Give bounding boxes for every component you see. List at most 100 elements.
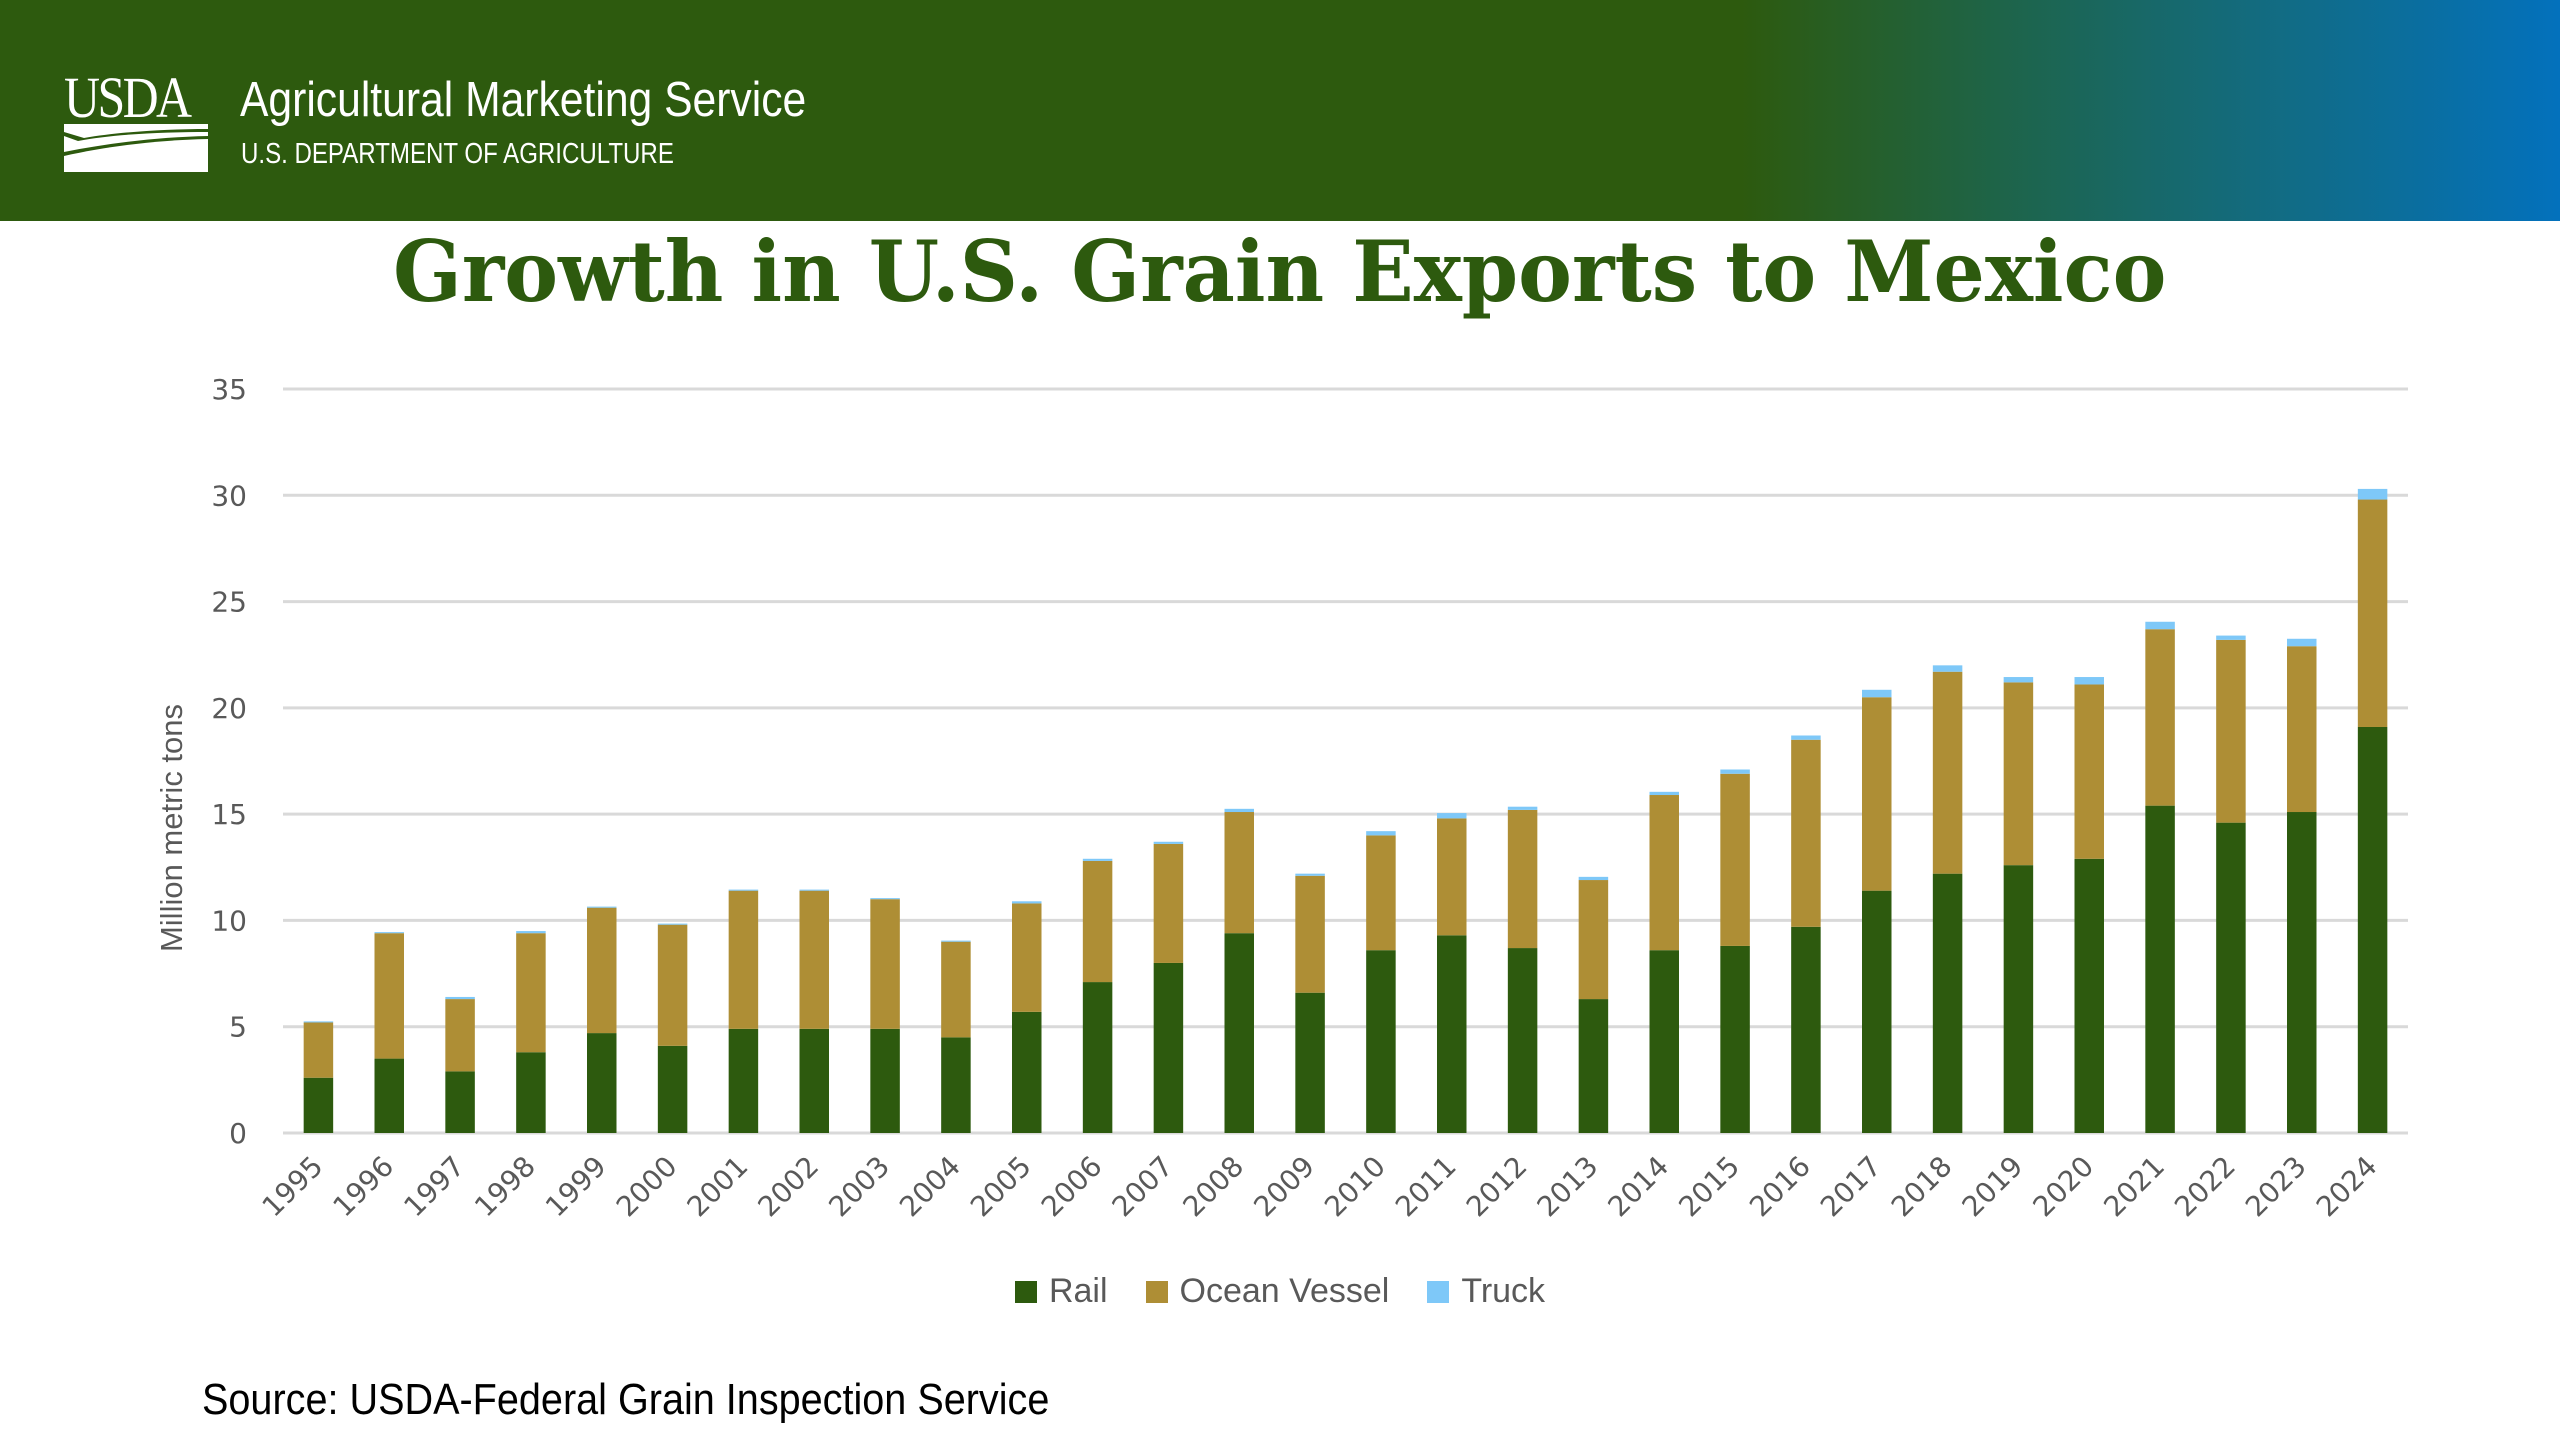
bars (303, 488, 2388, 1133)
bar-ocean-vessel-2019 (2003, 682, 2034, 866)
bar-ocean-vessel-1998 (516, 933, 546, 1053)
y-tick-label: 5 (229, 1011, 247, 1044)
bar-ocean-vessel-2010 (1366, 835, 1396, 951)
bar-rail-2020 (2074, 858, 2104, 1133)
gridlines (283, 387, 2408, 1135)
y-tick-label: 30 (211, 479, 247, 512)
bar-ocean-vessel-2004 (941, 941, 971, 1038)
legend-item-ocean-vessel: Ocean Vessel (1145, 1272, 1390, 1311)
bar-truck-2023 (2287, 638, 2317, 647)
bar-ocean-vessel-2018 (1932, 671, 1963, 874)
x-tick-label: 1998 (468, 1150, 542, 1224)
bar-ocean-vessel-2003 (870, 899, 900, 1029)
bar-rail-2005 (1012, 1011, 1042, 1133)
x-tick-label: 2007 (1106, 1150, 1180, 1224)
bar-truck-2004 (941, 940, 971, 942)
bar-ocean-vessel-2016 (1791, 739, 1821, 927)
bar-ocean-vessel-2009 (1295, 875, 1325, 993)
bar-ocean-vessel-1999 (587, 907, 617, 1034)
legend-item-rail: Rail (1014, 1272, 1108, 1311)
x-tick-label: 2015 (1672, 1150, 1746, 1224)
bar-rail-2024 (2357, 726, 2388, 1133)
bar-truck-2022 (2216, 635, 2246, 640)
x-tick-label: 2002 (751, 1150, 825, 1224)
bar-rail-2002 (799, 1028, 829, 1133)
bar-rail-2023 (2287, 812, 2317, 1133)
bar-rail-1995 (303, 1077, 334, 1133)
bar-rail-2018 (1932, 873, 1963, 1133)
bar-rail-2007 (1153, 962, 1184, 1133)
x-tick-label: 2009 (1247, 1150, 1321, 1224)
legend-swatch-truck (1427, 1280, 1450, 1303)
bar-truck-2008 (1224, 808, 1254, 813)
x-tick-label: 2012 (1460, 1150, 1534, 1224)
bar-truck-1999 (587, 906, 617, 908)
bar-ocean-vessel-2002 (799, 890, 829, 1029)
legend-label-rail: Rail (1048, 1272, 1108, 1310)
x-tick-label: 2017 (1814, 1150, 1888, 1224)
usda-logo: USDA (64, 69, 208, 172)
bar-truck-2013 (1578, 876, 1609, 881)
y-tick-labels: 0 5 10 15 20 25 30 35 (211, 373, 247, 1150)
x-tick-label: 2000 (610, 1150, 684, 1224)
bar-truck-1995 (303, 1021, 334, 1023)
bar-ocean-vessel-2022 (2216, 639, 2246, 823)
bar-truck-1997 (445, 996, 475, 1000)
bar-truck-2001 (728, 889, 759, 891)
bar-truck-2009 (1295, 873, 1325, 876)
bar-ocean-vessel-2015 (1720, 773, 1750, 946)
y-tick-label: 0 (229, 1117, 247, 1150)
bar-rail-2019 (2003, 865, 2034, 1133)
bar-rail-2008 (1224, 933, 1254, 1133)
bar-rail-2015 (1720, 945, 1750, 1133)
bar-ocean-vessel-2008 (1224, 812, 1254, 934)
bar-truck-2020 (2074, 677, 2104, 685)
chart-title: Growth in U.S. Grain Exports to Mexico (0, 220, 2560, 324)
bar-truck-2021 (2145, 621, 2175, 630)
bar-ocean-vessel-2012 (1507, 809, 1538, 949)
department-name: U.S. DEPARTMENT OF AGRICULTURE (241, 138, 674, 170)
x-tick-label: 2004 (893, 1150, 967, 1224)
bar-truck-2007 (1153, 841, 1184, 844)
bar-rail-2016 (1791, 926, 1821, 1133)
bar-ocean-vessel-1995 (303, 1022, 334, 1078)
x-tick-label: 2005 (964, 1150, 1038, 1224)
bar-truck-2005 (1012, 901, 1042, 904)
x-tick-label: 2006 (1035, 1150, 1109, 1224)
x-tick-label: 2008 (1176, 1150, 1250, 1224)
bar-truck-2006 (1082, 858, 1113, 861)
bar-ocean-vessel-2001 (728, 890, 759, 1029)
legend-label-ocean-vessel: Ocean Vessel (1179, 1272, 1390, 1310)
bar-rail-2000 (657, 1045, 688, 1133)
bar-ocean-vessel-2021 (2145, 629, 2175, 806)
y-tick-label: 35 (211, 373, 247, 406)
bar-rail-1996 (374, 1058, 404, 1133)
bar-rail-2006 (1082, 982, 1113, 1133)
bar-ocean-vessel-1997 (445, 999, 475, 1072)
x-tick-label: 2010 (1318, 1150, 1392, 1224)
bar-truck-2000 (657, 923, 688, 925)
bar-truck-2017 (1862, 689, 1892, 698)
bar-rail-2003 (870, 1028, 900, 1133)
legend-item-truck: Truck (1427, 1272, 1545, 1311)
bar-truck-1996 (374, 932, 404, 934)
x-tick-label: 1996 (326, 1150, 400, 1224)
chart-title-text: Growth in U.S. Grain Exports to Mexico (393, 222, 2167, 321)
bar-ocean-vessel-2013 (1578, 880, 1609, 1000)
bar-rail-2010 (1366, 950, 1396, 1133)
y-tick-label: 20 (211, 692, 247, 725)
bar-ocean-vessel-2007 (1153, 843, 1184, 963)
x-tick-label: 2016 (1743, 1150, 1817, 1224)
x-tick-label: 2011 (1389, 1150, 1463, 1224)
bar-truck-2011 (1437, 813, 1467, 819)
bar-truck-2003 (870, 898, 900, 900)
bar-truck-2002 (799, 889, 829, 891)
bar-rail-2001 (728, 1028, 759, 1133)
bar-truck-2010 (1366, 831, 1396, 836)
bar-ocean-vessel-1996 (374, 933, 404, 1059)
x-tick-label: 1995 (256, 1150, 330, 1224)
x-tick-label: 2023 (2239, 1150, 2313, 1224)
y-tick-label: 25 (211, 586, 247, 619)
bar-rail-1999 (587, 1033, 617, 1133)
